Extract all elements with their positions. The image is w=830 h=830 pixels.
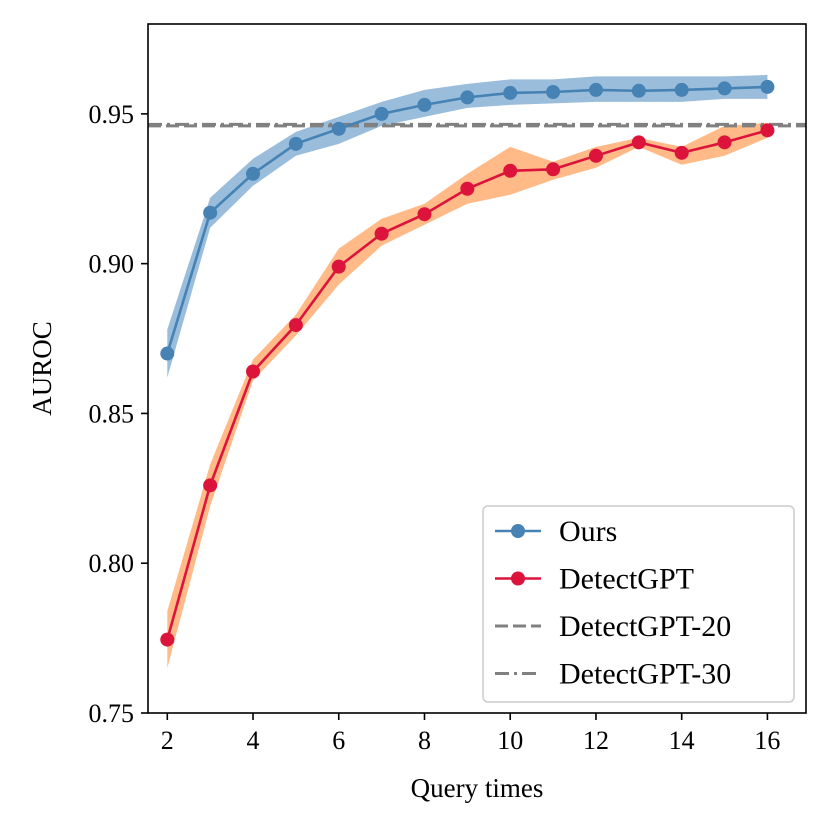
data-point-detectgpt [503,163,518,178]
x-tick-label: 16 [754,726,780,755]
data-point-ours [717,81,732,96]
data-point-detectgpt [288,318,303,333]
data-point-ours [331,121,346,136]
data-point-ours [374,106,389,121]
x-tick-label: 10 [497,726,523,755]
y-tick-label: 0.95 [89,100,135,129]
data-point-detectgpt [417,207,432,222]
data-point-detectgpt [203,478,218,493]
data-point-ours [246,166,261,181]
data-point-detectgpt [546,162,561,177]
legend-label: Ours [559,515,617,548]
plot-frame [147,23,807,714]
x-tick-label: 8 [418,726,431,755]
y-axis-label: AUROC [27,321,57,416]
data-point-ours [203,205,218,220]
data-point-detectgpt [588,148,603,163]
legend-marker [511,571,525,586]
data-point-ours [460,90,475,105]
data-point-detectgpt [760,123,775,138]
legend: Ours DetectGPT DetectGPT-20 DetectGPT-30 [482,505,795,703]
band-ours [167,74,768,378]
x-tick-label: 4 [247,726,260,755]
y-tick-label: 0.85 [89,399,135,428]
data-point-ours [760,79,775,94]
data-point-detectgpt [717,135,732,150]
data-point-ours [288,136,303,151]
data-point-ours [674,82,689,97]
data-point-detectgpt [674,145,689,160]
data-point-ours [417,97,432,112]
plot-area [148,74,806,669]
y-tick-label: 0.80 [89,549,135,578]
data-point-detectgpt [374,226,389,241]
data-point-ours [160,346,175,361]
x-tick-label: 14 [669,726,695,755]
y-tick-label: 0.90 [89,250,135,279]
legend-label: DetectGPT [559,563,694,596]
x-axis-label: Query times [411,773,544,803]
y-tick-label: 0.75 [89,699,135,728]
data-point-detectgpt [246,364,261,379]
data-point-ours [631,83,646,98]
data-point-detectgpt [460,181,475,196]
legend-label: DetectGPT-30 [559,658,731,691]
data-point-detectgpt [631,135,646,150]
x-tick-label: 12 [583,726,609,755]
axes: 2 4 6 8 10 12 14 16 0.75 0.80 0.85 0.90 0.95 [89,23,807,755]
x-tick-label: 2 [161,726,174,755]
data-point-ours [546,85,561,100]
data-point-ours [588,82,603,97]
legend-label: DetectGPT-20 [559,610,731,643]
data-point-detectgpt [331,259,346,274]
legend-marker [511,524,525,538]
legend-box [482,505,795,703]
data-point-detectgpt [160,632,175,647]
x-tick-label: 6 [332,726,345,755]
data-point-ours [503,85,518,100]
